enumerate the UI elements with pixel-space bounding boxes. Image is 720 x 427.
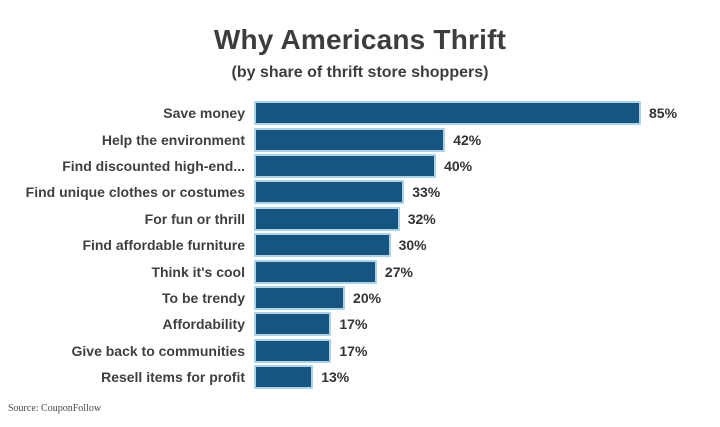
bar-chart: Save money 85% Help the environment 42% Find… <box>0 100 720 390</box>
bar <box>254 285 346 310</box>
bar-label: Resell items for profit <box>101 369 245 386</box>
bar-track: 33% <box>254 179 720 205</box>
bar-value: 30% <box>398 237 427 254</box>
bar-track: 42% <box>254 126 720 152</box>
bar-label: Think it's cool <box>151 263 245 280</box>
bar-row: To be trendy 20% <box>0 285 720 311</box>
bar-row: Help the environment 42% <box>0 126 720 152</box>
bar-track: 27% <box>254 258 720 284</box>
bar-value: 17% <box>339 316 368 333</box>
bar-row: Think it's cool 27% <box>0 258 720 284</box>
bar-label: Find affordable furniture <box>82 237 245 254</box>
bar-label: Find unique clothes or costumes <box>25 184 245 201</box>
source-text: Source: CouponFollow <box>8 403 102 414</box>
bar-track: 32% <box>254 206 720 232</box>
bar-track: 13% <box>254 364 720 390</box>
bar-value: 33% <box>412 184 441 201</box>
bar <box>254 153 437 178</box>
bar-track: 40% <box>254 153 720 179</box>
bar-value: 40% <box>444 157 473 174</box>
bar-label: Save money <box>163 105 245 122</box>
bar-track: 20% <box>254 285 720 311</box>
bar <box>254 206 400 231</box>
chart-title: Why Americans Thrift <box>213 24 507 55</box>
bar-row: Find discounted high-end... 40% <box>0 153 720 179</box>
bar-label: Help the environment <box>101 131 245 148</box>
bar-value: 85% <box>649 105 678 122</box>
bar-track: 17% <box>254 338 720 364</box>
bar-label: Give back to communities <box>71 342 246 359</box>
bar-row: Affordability 17% <box>0 311 720 337</box>
bar-value: 17% <box>339 342 368 359</box>
chart-subtitle: (by share of thrift store shoppers) <box>231 64 489 81</box>
bar-label: Affordability <box>162 316 245 333</box>
bar-value: 20% <box>353 289 382 306</box>
bar-value: 13% <box>321 369 350 386</box>
bar-row: Resell items for profit 13% <box>0 364 720 390</box>
bar-value: 32% <box>407 210 436 227</box>
bar <box>254 365 314 390</box>
bar-row: For fun or thrill 32% <box>0 206 720 232</box>
bar-track: 17% <box>254 311 720 337</box>
bar-row: Give back to communities 17% <box>0 338 720 364</box>
bar <box>254 127 446 152</box>
bar-track: 30% <box>254 232 720 258</box>
bar <box>254 259 377 284</box>
bar-row: Save money 85% <box>0 100 720 126</box>
bar <box>254 338 332 363</box>
bar <box>254 180 405 205</box>
bar <box>254 233 391 258</box>
bar-label: For fun or thrill <box>144 210 245 227</box>
bar-row: Find affordable furniture 30% <box>0 232 720 258</box>
bar-row: Find unique clothes or costumes 33% <box>0 179 720 205</box>
bar-value: 27% <box>384 263 413 280</box>
bar-label: To be trendy <box>162 289 245 306</box>
bar <box>254 101 641 126</box>
bar <box>254 312 332 337</box>
bar-label: Find discounted high-end... <box>62 157 245 174</box>
bar-value: 42% <box>453 131 482 148</box>
bar-track: 85% <box>254 100 720 126</box>
